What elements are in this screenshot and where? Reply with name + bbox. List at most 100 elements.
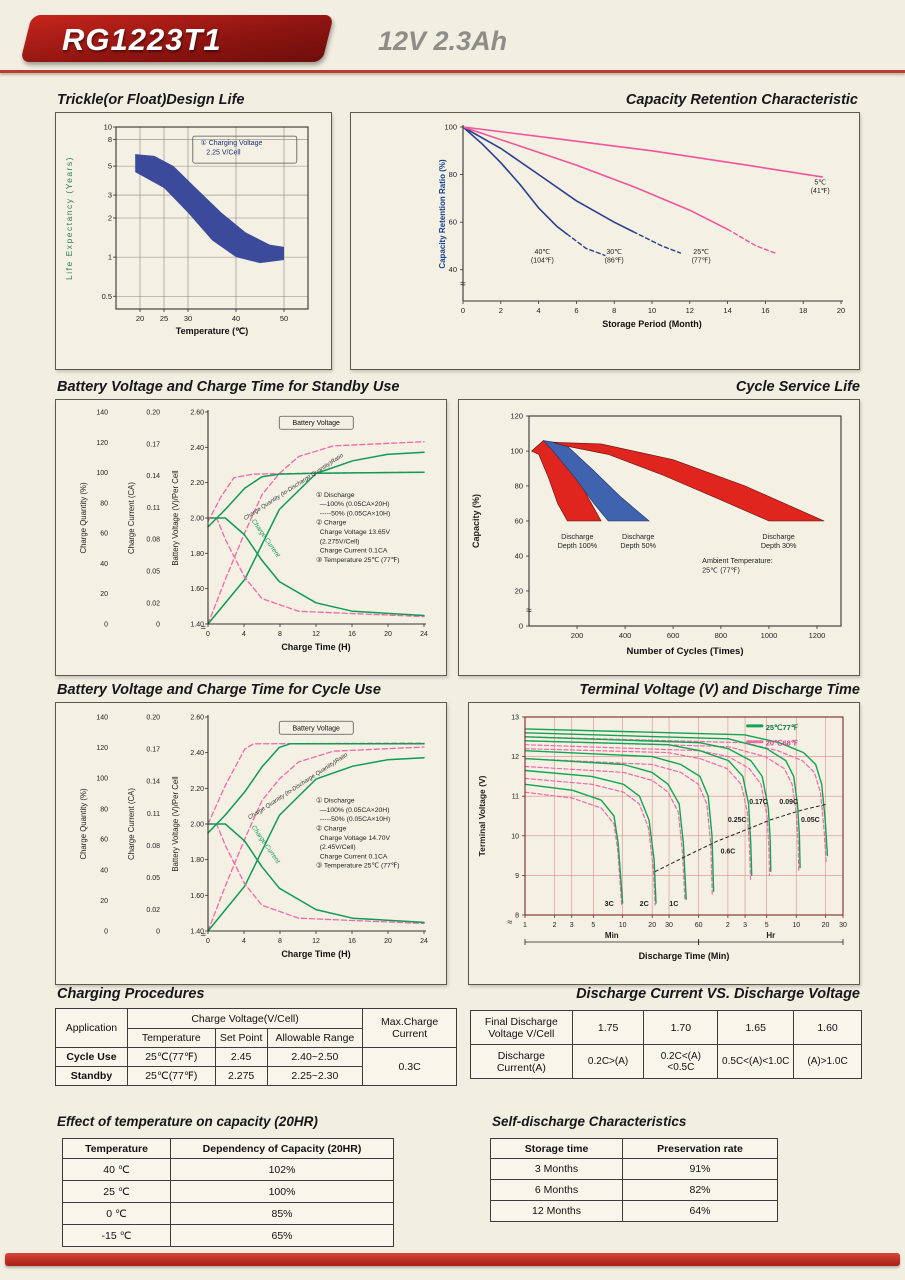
svg-text:140: 140 (96, 410, 108, 417)
section-title-terminal-voltage: Terminal Voltage (V) and Discharge Time (579, 682, 860, 698)
svg-text:2.00: 2.00 (190, 516, 204, 523)
svg-text:Storage Period (Month): Storage Period (Month) (602, 319, 702, 329)
section-title-charging-procedures: Charging Procedures (57, 986, 205, 1002)
svg-text:10: 10 (104, 123, 112, 132)
charging-procedures-table: Application Charge Voltage(V/Cell) Max.C… (55, 1008, 457, 1086)
svg-text:≈: ≈ (507, 917, 512, 927)
dependency-header: Dependency of Capacity (20HR) (170, 1138, 394, 1159)
svg-text:① Discharge —100% (0.05CA×20H: ① Discharge —100% (0.05CA×20H) -----50% … (316, 491, 400, 564)
svg-text:100: 100 (96, 776, 108, 783)
table-row: Standby 25℃(77℉) 2.275 2.25~2.30 (55, 1066, 457, 1086)
svg-text:10: 10 (648, 306, 656, 315)
svg-text:40℃(104℉): 40℃ (104℉) (531, 249, 554, 265)
temperature-header: Temperature (62, 1138, 171, 1159)
svg-text:1: 1 (523, 922, 527, 929)
cell: 3 Months (490, 1158, 623, 1180)
cell: 25 ℃ (62, 1180, 171, 1203)
svg-text:20: 20 (100, 591, 108, 598)
svg-text:0.6C: 0.6C (721, 849, 736, 856)
section-title-self-discharge: Self-discharge Characteristics (492, 1114, 687, 1129)
cell: 1.60 (793, 1010, 862, 1045)
charging-max-current-value: 0.3C (362, 1047, 457, 1086)
cell: 2.25~2.30 (266, 1066, 364, 1086)
svg-text:0: 0 (156, 929, 160, 936)
svg-text:① Discharge —100% (0.05CA×20H: ① Discharge —100% (0.05CA×20H) -----50% … (316, 797, 400, 870)
section-title-design-life: Trickle(or Float)Design Life (57, 92, 245, 108)
svg-text:2: 2 (108, 214, 112, 223)
svg-text:24: 24 (420, 938, 428, 945)
storage-time-header: Storage time (490, 1138, 623, 1159)
svg-text:6: 6 (574, 306, 578, 315)
svg-text:80: 80 (449, 170, 457, 179)
svg-text:1C: 1C (669, 899, 678, 908)
svg-text:≈: ≈ (201, 929, 206, 939)
table-row: Final Discharge Voltage V/Cell 1.75 1.70… (470, 1010, 862, 1045)
svg-text:11: 11 (512, 794, 519, 801)
svg-text:Charge Current: Charge Current (250, 824, 282, 866)
cell: 82% (622, 1179, 778, 1201)
svg-text:12: 12 (686, 306, 694, 315)
svg-text:0: 0 (206, 631, 210, 638)
header-rule (0, 70, 905, 73)
svg-text:30: 30 (665, 922, 673, 929)
svg-text:40: 40 (515, 552, 523, 561)
svg-text:18: 18 (799, 306, 807, 315)
svg-text:20: 20 (648, 922, 656, 929)
table-row: Storage time Preservation rate (490, 1138, 778, 1159)
svg-text:0.17C: 0.17C (749, 799, 768, 806)
svg-text:1.40: 1.40 (190, 929, 204, 936)
svg-text:8: 8 (612, 306, 616, 315)
svg-text:Life Expectancy (Years): Life Expectancy (Years) (64, 156, 74, 280)
svg-text:16: 16 (348, 938, 356, 945)
svg-text:Charge Current (CA): Charge Current (CA) (127, 482, 136, 554)
svg-text:16: 16 (761, 306, 769, 315)
cycle-charge-chart: 0 4 8 12 16 20 24 140 120 100 80 60 40 20 0 0.20 0.17 0.1… (79, 715, 428, 960)
svg-text:10: 10 (511, 833, 519, 840)
svg-text:① Charging Voltage 2.25 V/Ce: ① Charging Voltage 2.25 V/Cell (200, 139, 262, 157)
svg-text:10: 10 (619, 922, 627, 929)
temperature-capacity-table: Temperature Dependency of Capacity (20HR… (62, 1138, 394, 1247)
svg-text:100: 100 (96, 470, 108, 477)
svg-text:40: 40 (449, 265, 457, 274)
svg-text:800: 800 (715, 631, 728, 640)
svg-text:0.05: 0.05 (146, 875, 160, 882)
svg-text:Charge Time (H): Charge Time (H) (281, 949, 350, 959)
svg-text:60: 60 (100, 837, 108, 844)
cell: 1.75 (571, 1010, 645, 1045)
svg-text:≈: ≈ (201, 622, 206, 632)
svg-text:0.11: 0.11 (147, 505, 160, 512)
svg-text:5: 5 (108, 162, 112, 171)
svg-text:2.60: 2.60 (190, 715, 204, 722)
charging-voltage-header: Charge Voltage(V/Cell) (126, 1008, 364, 1029)
svg-text:20℃68℉: 20℃68℉ (766, 739, 799, 748)
svg-text:3: 3 (108, 191, 112, 200)
svg-text:1200: 1200 (809, 631, 826, 640)
svg-text:0.25C: 0.25C (728, 817, 747, 824)
svg-text:60: 60 (515, 517, 523, 526)
terminal-voltage-chart-panel: 1 2 3 5 10 20 30 60 2 3 5 10 20 30 13 12 11 10 9 8 Terminal … (468, 702, 860, 985)
table-row: 6 Months 82% (490, 1179, 778, 1201)
cell: 1.70 (643, 1010, 719, 1045)
discharge-current-label: Discharge Current(A) (470, 1044, 573, 1079)
svg-text:0.08: 0.08 (146, 537, 160, 544)
svg-text:40: 40 (100, 561, 108, 568)
section-title-cycle-charge: Battery Voltage and Charge Time for Cycl… (57, 682, 381, 698)
cell: (A)>1.0C (793, 1044, 862, 1079)
svg-text:2.00: 2.00 (190, 822, 204, 829)
svg-text:2: 2 (553, 922, 557, 929)
svg-text:Battery Voltage (V)/Per Cell: Battery Voltage (V)/Per Cell (171, 776, 180, 872)
table-row: 40 ℃ 102% (62, 1158, 394, 1181)
cell: 0.5C<(A)<1.0C (717, 1044, 795, 1079)
cell: 100% (170, 1180, 394, 1203)
section-title-capacity-retention: Capacity Retention Characteristic (625, 92, 858, 108)
svg-text:0.5: 0.5 (102, 292, 112, 301)
svg-text:1.60: 1.60 (190, 893, 204, 900)
svg-text:0.17: 0.17 (146, 441, 160, 448)
svg-text:13: 13 (511, 715, 519, 722)
svg-text:80: 80 (100, 500, 108, 507)
self-discharge-table: Storage time Preservation rate 3 Months … (490, 1138, 778, 1222)
cell: 2.40~2.50 (266, 1047, 364, 1067)
svg-text:0.05C: 0.05C (801, 817, 820, 824)
svg-text:100: 100 (444, 123, 457, 132)
